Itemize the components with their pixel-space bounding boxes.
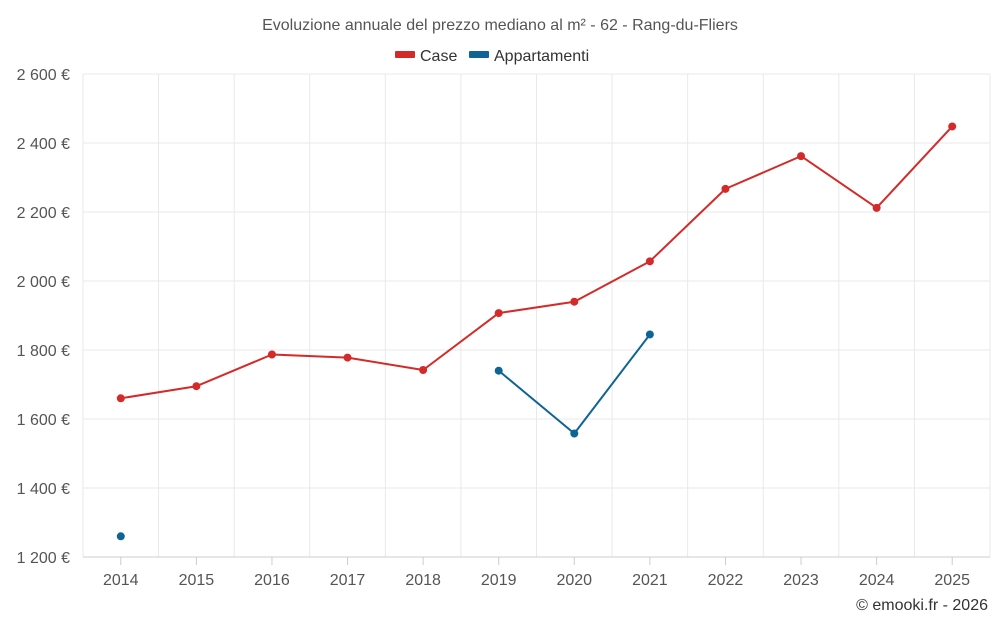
credit-text: © emooki.fr - 2026	[856, 597, 988, 614]
y-tick-label: 2 400 €	[17, 136, 70, 153]
x-tick-label: 2019	[481, 572, 517, 589]
data-point[interactable]	[721, 184, 730, 193]
series-line	[120, 125, 953, 400]
y-tick-label: 1 800 €	[17, 343, 70, 360]
series-appartamenti	[116, 330, 654, 541]
x-tick-label: 2024	[859, 572, 895, 589]
data-point[interactable]	[116, 394, 125, 403]
series-layer	[116, 122, 957, 541]
x-tick-label: 2023	[783, 572, 819, 589]
data-point[interactable]	[343, 353, 352, 362]
series-case	[116, 122, 957, 403]
x-tick-label: 2018	[405, 572, 441, 589]
data-point[interactable]	[570, 297, 579, 306]
legend-item-appartamenti[interactable]: Appartamenti	[469, 48, 589, 65]
legend-swatch-appartamenti	[469, 51, 489, 58]
data-point[interactable]	[645, 257, 654, 266]
data-point[interactable]	[116, 532, 125, 541]
chart-title: Evoluzione annuale del prezzo mediano al…	[262, 17, 738, 34]
x-tick-label: 2021	[632, 572, 668, 589]
x-tick-label: 2022	[708, 572, 744, 589]
legend-label-appartamenti: Appartamenti	[494, 48, 589, 65]
data-point[interactable]	[494, 309, 503, 318]
legend-item-case[interactable]: Case	[395, 48, 457, 65]
grid-layer	[82, 73, 991, 557]
legend-swatch-case	[395, 51, 415, 58]
data-point[interactable]	[645, 330, 654, 339]
x-tick-label: 2014	[103, 572, 139, 589]
axis-layer: 1 200 € 1 400 € 1 600 € 1 800 € 2 000 € 2 200…	[17, 67, 990, 589]
data-point[interactable]	[872, 203, 881, 212]
data-point[interactable]	[494, 366, 503, 375]
y-tick-label: 2 600 €	[17, 67, 70, 84]
data-point[interactable]	[419, 366, 428, 375]
x-tick-label: 2020	[556, 572, 592, 589]
y-tick-label: 1 600 €	[17, 412, 70, 429]
data-point[interactable]	[570, 429, 579, 438]
y-tick-label: 1 200 €	[17, 550, 70, 567]
data-point[interactable]	[267, 350, 276, 359]
y-tick-label: 1 400 €	[17, 481, 70, 498]
x-tick-label: 2017	[330, 572, 366, 589]
x-tick-label: 2016	[254, 572, 290, 589]
legend-label-case: Case	[420, 48, 457, 65]
y-tick-label: 2 000 €	[17, 274, 70, 291]
x-tick-label: 2015	[179, 572, 215, 589]
x-tick-label: 2025	[934, 572, 970, 589]
data-point[interactable]	[948, 122, 957, 131]
legend: Case Appartamenti	[395, 48, 589, 65]
data-point[interactable]	[797, 152, 806, 161]
y-tick-label: 2 200 €	[17, 205, 70, 222]
data-point[interactable]	[192, 382, 201, 391]
